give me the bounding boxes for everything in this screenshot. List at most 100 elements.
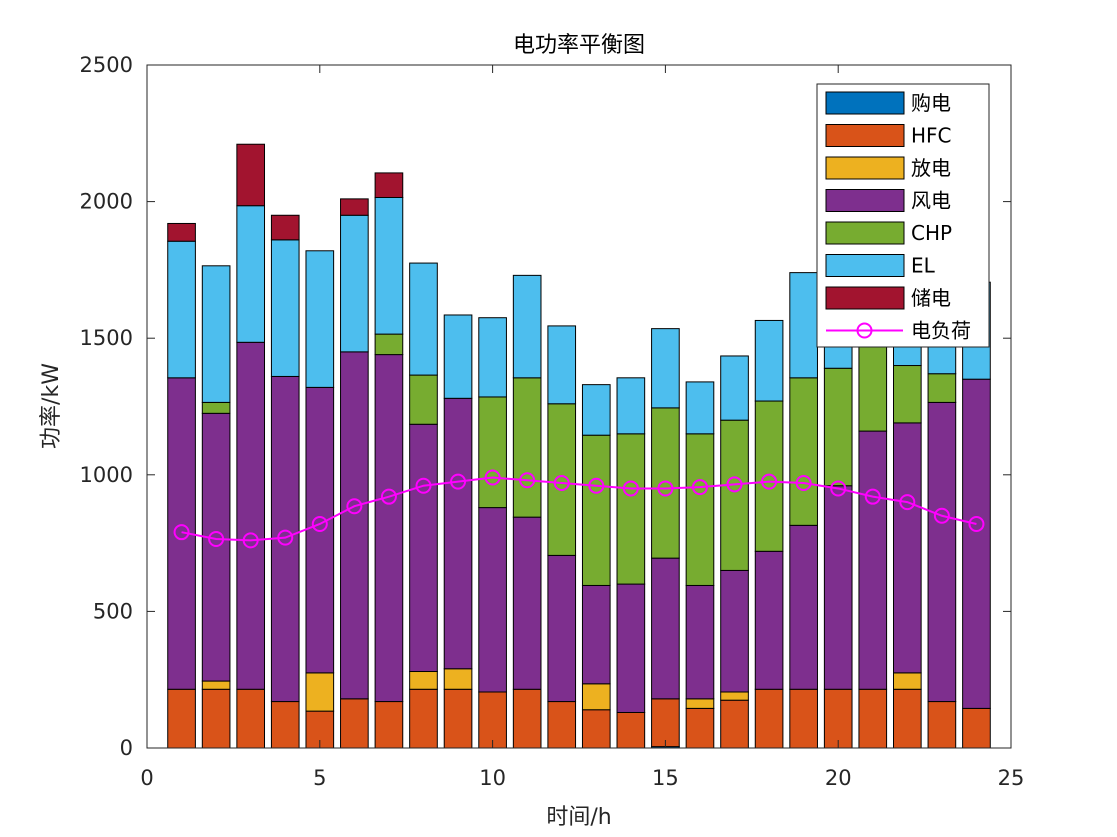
bar-segment-5-t20 xyxy=(823,367,853,487)
x-tick-label-20: 20 xyxy=(825,766,852,790)
x-tick-label-0: 0 xyxy=(140,766,153,790)
legend-label-8: 电负荷 xyxy=(911,319,971,343)
bar-segment-6-t2 xyxy=(201,265,231,403)
bar-segment-6-t8 xyxy=(409,262,438,376)
load-marker-t18 xyxy=(761,473,778,490)
bar-segment-6-t6 xyxy=(340,214,369,353)
legend-swatch-3 xyxy=(825,156,905,180)
bar-segment-5-t17 xyxy=(720,419,749,571)
bar-segment-6-t4 xyxy=(270,239,300,377)
bar-segment-7-t7 xyxy=(374,172,404,199)
bar-segment-6-t12 xyxy=(547,325,577,405)
bar-segment-6-t11 xyxy=(512,274,542,379)
load-marker-t8 xyxy=(415,477,432,494)
bar-segment-2-t4 xyxy=(270,701,300,749)
bar-segment-2-t6 xyxy=(340,698,369,749)
y-axis-label: 功率/kW xyxy=(39,363,64,449)
bar-segment-4-t19 xyxy=(789,524,818,690)
bar-segment-4-t15 xyxy=(651,557,680,700)
bar-segment-3-t22 xyxy=(893,672,922,690)
bar-segment-2-t24 xyxy=(962,707,991,749)
bar-segment-3-t8 xyxy=(409,671,438,690)
bar-segment-2-t12 xyxy=(547,701,577,749)
plot-area-frame xyxy=(146,64,1012,749)
legend-swatch-marker xyxy=(856,322,873,339)
bar-segment-2-t10 xyxy=(478,691,507,749)
bar-segment-6-t19 xyxy=(789,272,818,379)
bar-segment-2-t22 xyxy=(893,688,922,749)
bar-segment-5-t16 xyxy=(685,433,715,586)
bar-segment-2-t17 xyxy=(720,699,749,749)
bar-segment-5-t8 xyxy=(409,374,438,425)
legend-swatch-1 xyxy=(825,91,905,115)
legend-swatch-2 xyxy=(825,124,905,147)
bar-segment-3-t17 xyxy=(720,691,749,701)
load-marker-t9 xyxy=(450,473,467,490)
bar-segment-4-t2 xyxy=(201,412,231,682)
bar-segment-5-t18 xyxy=(754,400,784,552)
bar-segment-5-t7 xyxy=(374,333,404,356)
bar-segment-2-t1 xyxy=(167,688,196,749)
x-tick-label-15: 15 xyxy=(652,766,679,790)
bar-segment-5-t12 xyxy=(547,403,577,556)
bar-segment-3-t16 xyxy=(685,698,715,709)
bar-segment-4-t14 xyxy=(616,583,646,713)
bar-segment-6-t14 xyxy=(616,377,646,435)
legend-label-1: 购电 xyxy=(911,91,951,115)
bar-segment-6-t9 xyxy=(443,314,473,399)
bar-stacks xyxy=(167,143,991,749)
bar-segment-2-t3 xyxy=(236,688,266,749)
bar-segment-7-t6 xyxy=(340,198,369,216)
bar-segment-5-t22 xyxy=(893,365,922,424)
load-marker-t12 xyxy=(553,475,570,491)
bar-segment-5-t21 xyxy=(858,336,888,432)
load-marker-t10 xyxy=(484,469,501,486)
load-marker-t3 xyxy=(242,532,259,549)
bar-segment-2-t16 xyxy=(685,707,715,749)
legend-swatch-5 xyxy=(825,221,905,245)
load-marker-t16 xyxy=(691,479,708,496)
legend-label-2: HFC xyxy=(911,124,952,148)
bar-segment-4-t17 xyxy=(720,569,749,693)
bar-segment-2-t11 xyxy=(512,688,542,749)
load-marker-t22 xyxy=(899,494,916,511)
bar-segment-5-t19 xyxy=(789,377,818,526)
bar-segment-4-t13 xyxy=(581,584,611,685)
bar-segment-4-t7 xyxy=(374,354,404,703)
bar-segment-4-t12 xyxy=(547,554,577,703)
bar-segment-4-t9 xyxy=(443,397,473,670)
load-marker-t11 xyxy=(519,472,536,489)
x-tick-label-10: 10 xyxy=(479,766,506,790)
bar-segment-2-t15 xyxy=(651,698,680,748)
load-marker-t23 xyxy=(933,507,950,524)
bar-segment-4-t11 xyxy=(512,516,542,690)
load-marker-t4 xyxy=(277,529,294,546)
bar-segment-4-t18 xyxy=(754,550,784,690)
load-marker-t24 xyxy=(968,515,985,532)
bar-segment-2-t9 xyxy=(443,688,473,749)
x-axis-ticks: 0 5 10 15 20 25 xyxy=(140,65,1024,790)
load-marker-t14 xyxy=(622,480,639,497)
bar-segment-6-t13 xyxy=(581,384,611,436)
bar-segment-2-t2 xyxy=(201,688,231,749)
load-line xyxy=(173,469,985,549)
load-marker-t1 xyxy=(173,524,190,541)
y-tick-label-2500: 2500 xyxy=(80,53,133,77)
bar-segment-2-t13 xyxy=(581,709,611,749)
x-tick-label-25: 25 xyxy=(998,766,1025,790)
bar-segment-6-t1 xyxy=(167,240,196,379)
legend-label-6: EL xyxy=(911,254,936,278)
load-marker-t2 xyxy=(208,531,225,547)
bar-segment-3-t9 xyxy=(443,668,473,690)
load-marker-t6 xyxy=(346,498,363,515)
bar-segment-4-t20 xyxy=(823,485,853,690)
bar-segment-7-t1 xyxy=(167,222,196,242)
legend-label-4: 风电 xyxy=(911,189,951,213)
legend-swatch-4 xyxy=(825,189,905,212)
bar-segment-5-t14 xyxy=(616,433,646,585)
bar-segment-6-t3 xyxy=(236,205,266,343)
bar-segment-4-t8 xyxy=(409,423,438,673)
load-marker-t17 xyxy=(726,476,743,493)
bar-segment-5-t2 xyxy=(201,401,231,414)
y-tick-label-0: 0 xyxy=(120,736,133,760)
